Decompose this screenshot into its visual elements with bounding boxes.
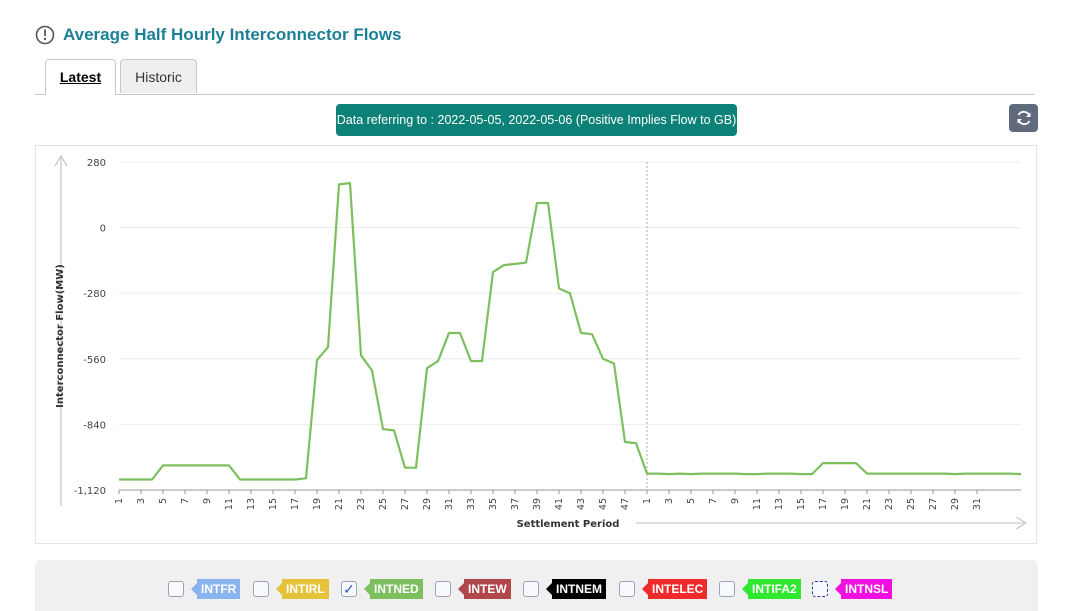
x-tick-label: 9 (202, 498, 213, 504)
y-tick-label: -280 (83, 289, 106, 300)
x-tick-label: 15 (268, 498, 279, 510)
legend-checkbox[interactable] (619, 581, 635, 597)
legend-item-intfr[interactable]: INTFR (168, 579, 241, 599)
y-axis-title: Interconnector Flow(MW) (55, 264, 66, 408)
x-tick-label: 41 (554, 498, 565, 510)
chart-container: 280 0 -280 -560 -840 -1,120 1 3 5 7 9 11 13 15 17 19 21 2… (35, 145, 1037, 544)
legend-checkbox[interactable] (253, 581, 269, 597)
legend-item-intelec[interactable]: INTELEC (619, 579, 708, 599)
legend-label: INTNEM (546, 579, 606, 599)
legend-checkbox[interactable] (523, 581, 539, 597)
x-tick-label: 7 (708, 498, 719, 504)
page-title: Average Half Hourly Interconnector Flows (63, 25, 402, 44)
x-tick-label: 47 (620, 498, 631, 510)
legend-checkbox[interactable] (435, 581, 451, 597)
x-tick-label: 3 (664, 498, 675, 504)
legend-checkbox[interactable] (719, 581, 735, 597)
x-tick-label: 27 (400, 498, 411, 510)
data-date-banner: Data referring to : 2022-05-05, 2022-05-… (336, 104, 737, 136)
x-tick-label: 19 (840, 498, 851, 510)
x-tick-label: 21 (862, 498, 873, 510)
legend-item-intew[interactable]: INTEW (435, 579, 511, 599)
y-axis-arrowhead (54, 155, 68, 167)
x-tick-label: 43 (576, 498, 587, 510)
tab-latest[interactable]: Latest (45, 59, 116, 95)
x-tick-label: 11 (224, 498, 235, 510)
x-tick-label: 3 (136, 498, 147, 504)
x-tick-label: 23 (884, 498, 895, 510)
refresh-icon (1017, 110, 1030, 126)
legend-label: INTIFA2 (742, 579, 801, 599)
legend-bar: INTFR INTIRL ✓ INTNED INTEW INTNEM INTELEC INTI… (35, 560, 1038, 611)
x-tick-label: 1 (642, 498, 653, 504)
legend-label: INTFR (190, 579, 241, 599)
x-tick-label: 31 (972, 498, 983, 510)
x-tick-label: 27 (928, 498, 939, 510)
x-tick-label: 9 (730, 498, 741, 504)
y-tick-label: 0 (100, 224, 106, 235)
x-tick-label: 29 (422, 498, 433, 510)
x-tick-label: 23 (356, 498, 367, 510)
x-tick-label: 21 (334, 498, 345, 510)
x-tick-label: 39 (532, 498, 543, 510)
info-clock-icon (35, 25, 55, 45)
tab-bar: Latest Historic (35, 59, 1035, 95)
x-tick-label: 29 (950, 498, 961, 510)
x-tick-label: 5 (686, 498, 697, 504)
legend-item-intnsl[interactable]: INTNSL (812, 579, 893, 599)
x-tick-label: 19 (312, 498, 323, 510)
y-tick-label: -840 (83, 420, 106, 431)
legend-checkbox[interactable]: ✓ (341, 581, 357, 597)
x-tick-label: 5 (158, 498, 169, 504)
x-tick-label: 35 (488, 498, 499, 510)
x-tick-label: 31 (444, 498, 455, 510)
legend-label: INTELEC (641, 579, 708, 599)
y-tick-label: 280 (87, 158, 106, 169)
x-tick-label: 15 (796, 498, 807, 510)
legend-label: INTNED (364, 579, 423, 599)
legend-label: INTEW (458, 579, 511, 599)
legend-checkbox[interactable] (168, 581, 184, 597)
legend-label: INTNSL (834, 579, 893, 599)
x-tick-label: 13 (246, 498, 257, 510)
legend-item-intirl[interactable]: INTIRL (253, 579, 329, 599)
x-tick-label: 33 (466, 498, 477, 510)
x-tick-label: 1 (114, 498, 125, 504)
legend-checkbox[interactable] (812, 581, 828, 597)
legend-item-intifa2[interactable]: INTIFA2 (719, 579, 801, 599)
legend-item-intned[interactable]: ✓ INTNED (341, 579, 423, 599)
x-tick-label: 11 (752, 498, 763, 510)
refresh-button[interactable] (1009, 104, 1038, 132)
x-axis-arrowhead (1015, 516, 1027, 530)
tab-historic[interactable]: Historic (120, 59, 197, 93)
y-tick-label: -560 (83, 355, 106, 366)
y-tick-label: -1,120 (74, 486, 106, 497)
page-header: Average Half Hourly Interconnector Flows (35, 25, 402, 45)
x-tick-label: 45 (598, 498, 609, 510)
x-tick-label: 17 (818, 498, 829, 510)
legend-item-intnem[interactable]: INTNEM (523, 579, 606, 599)
x-tick-label: 7 (180, 498, 191, 504)
x-tick-label: 17 (290, 498, 301, 510)
x-axis-title: Settlement Period (517, 519, 620, 530)
x-tick-label: 37 (510, 498, 521, 510)
x-tick-label: 25 (378, 498, 389, 510)
x-tick-label: 13 (774, 498, 785, 510)
x-tick-label: 25 (906, 498, 917, 510)
series-line-intned (119, 181, 1022, 481)
legend-label: INTIRL (276, 579, 329, 599)
